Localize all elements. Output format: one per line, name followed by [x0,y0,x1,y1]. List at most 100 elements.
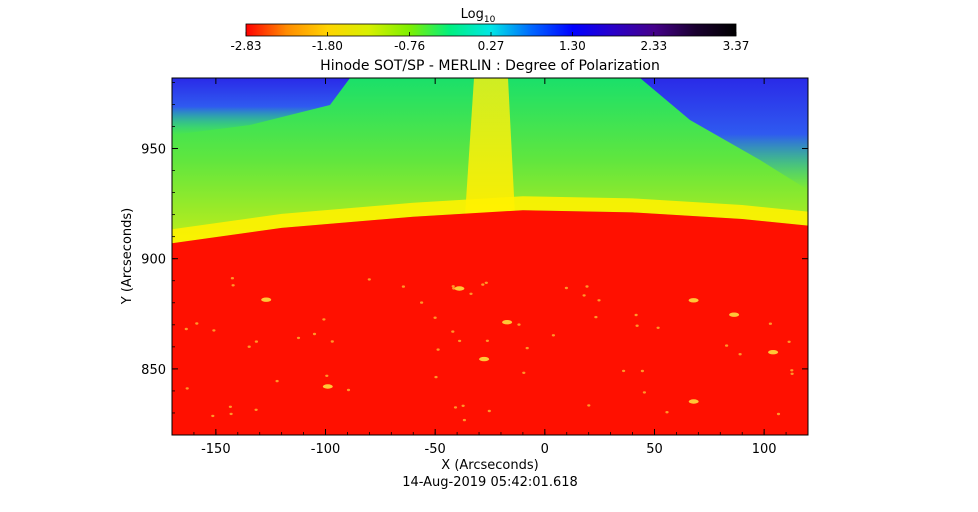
bright-point [790,372,794,375]
bright-point [436,348,440,351]
bright-point [451,330,455,333]
bright-point [594,315,598,319]
timestamp: 14-Aug-2019 05:42:01.618 [402,475,578,490]
bright-point [787,340,791,343]
colorbar-tick-label: 0.27 [478,39,505,53]
colorbar-tick-label: 3.37 [723,39,750,53]
bright-point [487,409,491,413]
bright-point [587,404,591,407]
chart-title: Hinode SOT/SP - MERLIN : Degree of Polar… [320,58,660,74]
bright-point [634,313,638,317]
colorbar-label: Log10 [461,7,496,25]
bright-point [229,412,233,416]
bright-point [517,323,521,326]
bright-point [585,285,589,288]
bright-point [212,329,216,332]
bright-point [725,344,729,347]
bright-point [346,388,351,392]
bright-point [322,318,326,321]
bright-point [254,340,258,343]
colorbar: Log10 -2.83 -1.80 -0.76 0.27 1.30 2.33 3.37 [230,7,749,53]
bright-point [738,353,742,356]
bright-point [479,356,490,362]
bright-point [768,350,779,355]
colorbar-tick-label: -1.80 [312,39,343,53]
bright-point [485,339,489,342]
bright-point [254,408,258,411]
bright-point [656,326,660,329]
x-axis-label: X (Arcseconds) [441,458,538,473]
bright-point [525,346,529,350]
x-tick-label: 50 [646,442,663,457]
bright-point [454,286,465,291]
bright-points [184,277,794,422]
x-tick-label: 0 [541,442,549,457]
solar-disk [172,210,808,435]
bright-point [461,404,465,407]
heatmap-image [172,78,808,435]
bright-point [312,332,317,336]
colorbar-tick-label: 2.33 [640,39,667,53]
bright-point [729,312,740,317]
x-tick-label: 100 [752,442,777,457]
bright-point [790,369,794,372]
bright-point [484,281,488,284]
bright-point [502,320,513,325]
bright-point [597,299,601,302]
bright-point [622,369,626,373]
y-axis-label: Y (Arcseconds) [120,208,135,305]
bright-point [401,285,405,288]
bright-point [325,374,329,377]
bright-point [367,278,371,281]
y-tick-label: 950 [141,143,166,158]
bright-point [665,411,669,414]
colorbar-tick-label: -0.76 [394,39,425,53]
bright-point [522,371,526,374]
bright-point [452,287,456,290]
bright-point [247,345,251,348]
bright-point [296,336,301,340]
bright-point [642,391,647,394]
bright-point [322,384,333,389]
bright-point [453,406,458,409]
bright-point [481,283,485,286]
upper-left-noise-region [172,78,350,135]
bright-point [184,327,188,331]
colorbar-tick-label: -2.83 [230,39,261,53]
bright-point [230,277,234,280]
central-bright-column [465,78,515,216]
bright-point [433,316,437,319]
bright-point [462,418,466,422]
bright-point [330,340,334,343]
bright-point [420,301,424,304]
bright-point [635,324,639,327]
bright-point [434,375,438,379]
bright-point [451,285,455,288]
x-axis: -150 -100 -50 0 50 100 [171,78,809,457]
y-tick-label: 900 [141,253,166,268]
plot-frame [171,77,809,436]
bright-point [458,339,462,343]
bright-point [231,284,235,287]
bright-point [640,369,645,373]
colorbar-ticks: -2.83 -1.80 -0.76 0.27 1.30 2.33 3.37 [230,32,749,53]
bright-point [195,322,199,325]
y-tick-label: 850 [141,363,166,378]
colorbar-tick-label: 1.30 [559,39,586,53]
bright-point [776,412,781,416]
x-tick-label: -150 [201,442,231,457]
bright-point [185,387,189,390]
y-axis: 850 900 950 [141,82,808,414]
upper-right-noise-region [640,78,808,190]
bright-point [564,286,569,290]
bright-point [211,414,215,418]
bright-point [551,334,556,337]
bright-point [688,298,699,303]
x-tick-label: -100 [311,442,341,457]
bright-point [768,322,773,325]
bright-point [261,297,272,302]
limb-band [172,196,808,244]
bright-point [228,405,232,408]
bright-point [582,294,586,297]
